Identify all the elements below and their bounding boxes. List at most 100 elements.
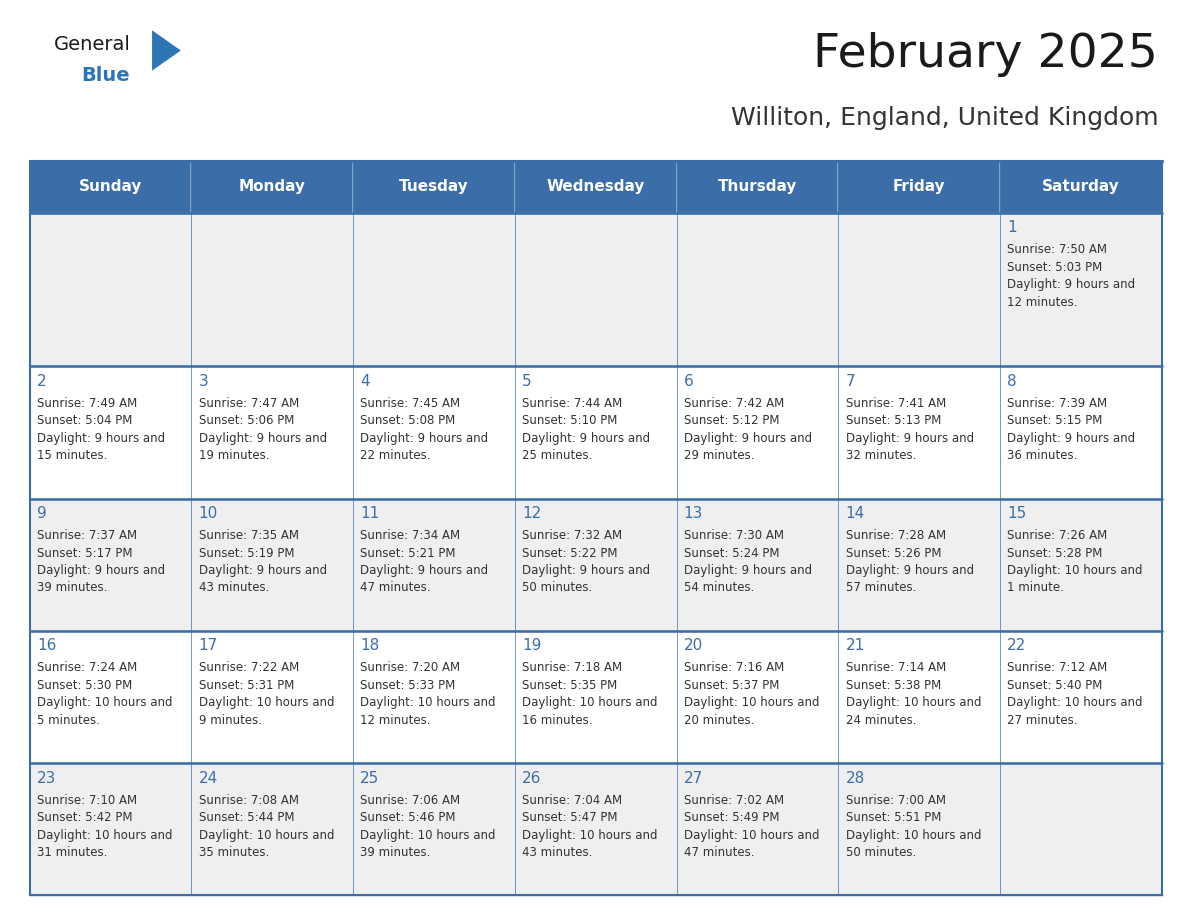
Text: Daylight: 10 hours and: Daylight: 10 hours and [37,696,172,710]
Bar [677,498,839,631]
Text: 13: 13 [684,506,703,521]
Text: 1 minute.: 1 minute. [1007,581,1064,594]
Text: Sunrise: 7:35 AM: Sunrise: 7:35 AM [198,529,298,542]
Bar [839,213,1000,366]
Text: 21: 21 [846,638,865,654]
Bar [30,161,191,213]
Bar [839,764,1000,896]
Text: Sunset: 5:49 PM: Sunset: 5:49 PM [684,812,779,824]
Bar [30,366,191,498]
Text: Sunset: 5:21 PM: Sunset: 5:21 PM [360,546,456,559]
Text: Daylight: 9 hours and: Daylight: 9 hours and [360,431,488,444]
Text: 47 minutes.: 47 minutes. [684,846,754,859]
Text: 8: 8 [1007,374,1017,389]
Text: 12: 12 [522,506,542,521]
Text: Sunset: 5:42 PM: Sunset: 5:42 PM [37,812,132,824]
Text: Sunset: 5:13 PM: Sunset: 5:13 PM [846,414,941,427]
Text: Daylight: 9 hours and: Daylight: 9 hours and [37,431,165,444]
Bar [677,366,839,498]
Text: 27 minutes.: 27 minutes. [1007,713,1078,727]
Text: 25 minutes.: 25 minutes. [522,449,593,462]
Text: 50 minutes.: 50 minutes. [846,846,916,859]
Text: Daylight: 9 hours and: Daylight: 9 hours and [37,564,165,577]
Text: Sunrise: 7:34 AM: Sunrise: 7:34 AM [360,529,461,542]
Bar [191,631,353,764]
Text: Daylight: 10 hours and: Daylight: 10 hours and [1007,696,1143,710]
Text: Daylight: 10 hours and: Daylight: 10 hours and [198,696,334,710]
Bar [514,213,677,366]
Text: Sunrise: 7:28 AM: Sunrise: 7:28 AM [846,529,946,542]
Text: 9 minutes.: 9 minutes. [198,713,261,727]
Text: Daylight: 10 hours and: Daylight: 10 hours and [846,829,981,842]
Text: 4: 4 [360,374,369,389]
Text: Sunset: 5:40 PM: Sunset: 5:40 PM [1007,678,1102,692]
Bar [1000,366,1162,498]
Text: 1: 1 [1007,220,1017,235]
Bar [191,366,353,498]
Text: Sunrise: 7:12 AM: Sunrise: 7:12 AM [1007,661,1107,675]
Text: 2: 2 [37,374,46,389]
Text: 35 minutes.: 35 minutes. [198,846,268,859]
Text: February 2025: February 2025 [814,32,1158,77]
Text: 6: 6 [684,374,694,389]
Text: 17: 17 [198,638,217,654]
Text: 11: 11 [360,506,379,521]
Text: Sunset: 5:22 PM: Sunset: 5:22 PM [522,546,618,559]
Text: Sunrise: 7:32 AM: Sunrise: 7:32 AM [522,529,623,542]
Text: 3: 3 [198,374,208,389]
Text: 54 minutes.: 54 minutes. [684,581,754,594]
Text: Wednesday: Wednesday [546,179,645,195]
Text: Sunrise: 7:39 AM: Sunrise: 7:39 AM [1007,397,1107,409]
Text: Sunrise: 7:02 AM: Sunrise: 7:02 AM [684,794,784,807]
Text: Daylight: 9 hours and: Daylight: 9 hours and [522,431,650,444]
Text: Daylight: 9 hours and: Daylight: 9 hours and [684,564,811,577]
Bar [677,161,839,213]
Text: 14: 14 [846,506,865,521]
Text: 12 minutes.: 12 minutes. [360,713,431,727]
Text: Daylight: 10 hours and: Daylight: 10 hours and [522,829,657,842]
Text: 16 minutes.: 16 minutes. [522,713,593,727]
Text: Sunset: 5:04 PM: Sunset: 5:04 PM [37,414,132,427]
Text: Daylight: 9 hours and: Daylight: 9 hours and [846,431,974,444]
Bar [677,764,839,896]
Text: 20 minutes.: 20 minutes. [684,713,754,727]
Text: 10: 10 [198,506,217,521]
Text: Daylight: 10 hours and: Daylight: 10 hours and [360,696,495,710]
Text: Friday: Friday [893,179,946,195]
Text: Blue: Blue [81,66,129,85]
Text: Sunset: 5:26 PM: Sunset: 5:26 PM [846,546,941,559]
Text: 15 minutes.: 15 minutes. [37,449,107,462]
Text: 39 minutes.: 39 minutes. [360,846,431,859]
Text: 29 minutes.: 29 minutes. [684,449,754,462]
Bar [191,213,353,366]
Text: 43 minutes.: 43 minutes. [198,581,268,594]
Bar [353,764,514,896]
Text: 22: 22 [1007,638,1026,654]
Text: 9: 9 [37,506,46,521]
Bar [30,631,191,764]
Text: Sunset: 5:46 PM: Sunset: 5:46 PM [360,812,456,824]
Text: Sunrise: 7:16 AM: Sunrise: 7:16 AM [684,661,784,675]
Text: Sunrise: 7:45 AM: Sunrise: 7:45 AM [360,397,461,409]
Text: 5 minutes.: 5 minutes. [37,713,100,727]
Text: General: General [53,35,131,54]
Text: Sunrise: 7:50 AM: Sunrise: 7:50 AM [1007,243,1107,256]
Text: Sunrise: 7:10 AM: Sunrise: 7:10 AM [37,794,137,807]
Bar [353,631,514,764]
Text: 43 minutes.: 43 minutes. [522,846,593,859]
Text: 12 minutes.: 12 minutes. [1007,296,1078,308]
Text: Thursday: Thursday [718,179,797,195]
Text: Sunset: 5:44 PM: Sunset: 5:44 PM [198,812,295,824]
Bar [1000,498,1162,631]
Text: Daylight: 10 hours and: Daylight: 10 hours and [1007,564,1143,577]
Text: Sunset: 5:47 PM: Sunset: 5:47 PM [522,812,618,824]
Text: Sunrise: 7:49 AM: Sunrise: 7:49 AM [37,397,137,409]
Text: 36 minutes.: 36 minutes. [1007,449,1078,462]
Text: Sunrise: 7:22 AM: Sunrise: 7:22 AM [198,661,299,675]
Text: Sunday: Sunday [78,179,143,195]
Bar [30,213,191,366]
Text: Sunrise: 7:00 AM: Sunrise: 7:00 AM [846,794,946,807]
Text: Daylight: 10 hours and: Daylight: 10 hours and [684,829,820,842]
Text: Sunset: 5:28 PM: Sunset: 5:28 PM [1007,546,1102,559]
Text: 19 minutes.: 19 minutes. [198,449,268,462]
